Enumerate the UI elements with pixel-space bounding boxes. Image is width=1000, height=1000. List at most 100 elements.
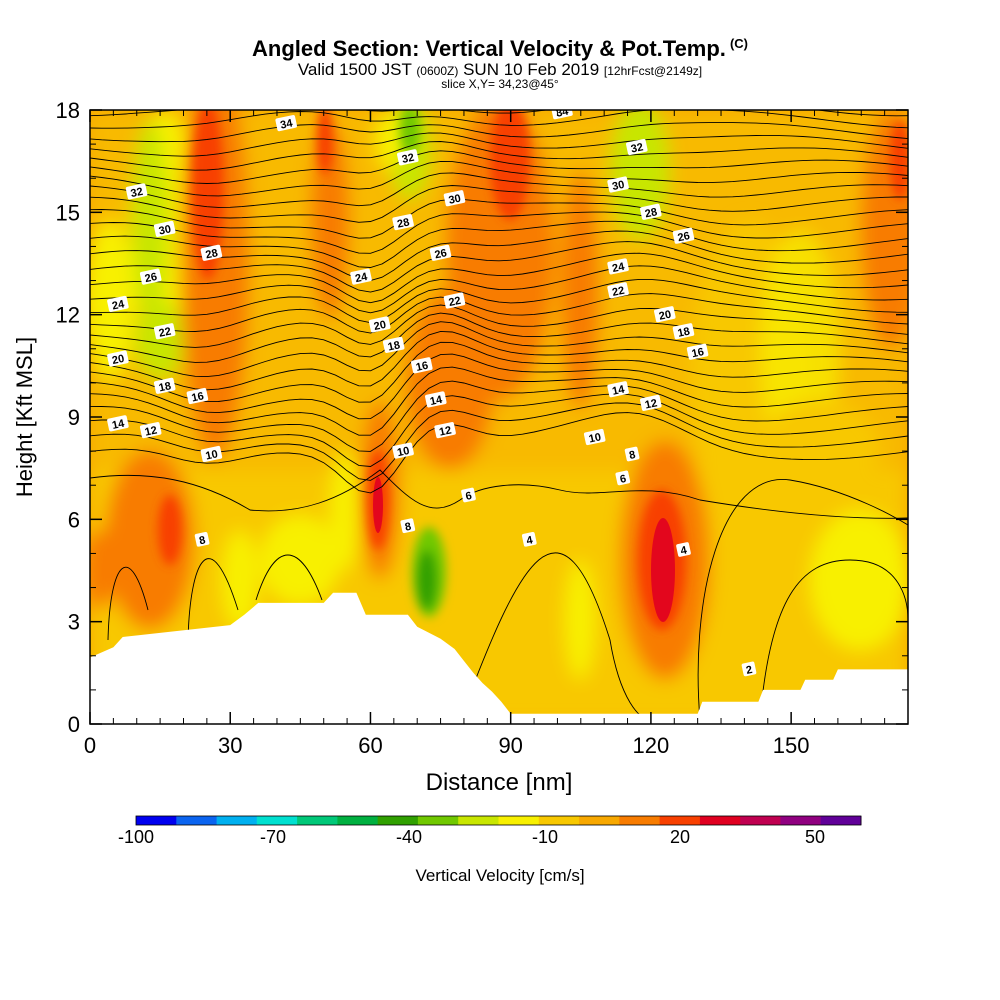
colorbar-swatch	[659, 816, 701, 825]
theta-label: 6	[615, 470, 631, 486]
theta-label: 28	[640, 203, 662, 220]
theta-label: 32	[125, 183, 148, 200]
theta-label-text: 14	[429, 394, 444, 408]
y-tick-label: 12	[56, 303, 80, 328]
theta-label: 20	[654, 306, 676, 323]
theta-label-text: 32	[130, 186, 144, 200]
theta-contour-line	[90, 220, 908, 268]
theta-label-text: 12	[438, 424, 452, 438]
x-tick-label: 60	[358, 733, 382, 758]
theta-contour-line	[90, 402, 908, 481]
colorbar-swatch	[458, 816, 499, 825]
theta-label-text: 24	[354, 271, 369, 285]
theta-label: 30	[607, 176, 629, 193]
theta-label: 4	[676, 542, 691, 557]
x-tick-label: 30	[218, 733, 242, 758]
theta-label: 2	[741, 661, 757, 677]
theta-label-text: 16	[190, 390, 204, 404]
y-tick-label: 0	[68, 712, 80, 737]
theta-label-text: 22	[158, 326, 172, 340]
theta-label: 34	[275, 115, 297, 132]
theta-label-text: 30	[448, 193, 462, 207]
theta-label-text: 8	[404, 521, 412, 534]
colorbar-swatch	[256, 816, 298, 825]
forecast-tag: [12hrFcst@2149z]	[603, 64, 703, 78]
theta-label: 16	[411, 357, 433, 374]
theta-label-text: 10	[396, 445, 410, 459]
theta-label-text: 16	[415, 360, 429, 374]
theta-label: 8	[624, 446, 640, 462]
theta-contour-line	[90, 393, 908, 467]
colorbar-label: Vertical Velocity [cm/s]	[415, 866, 584, 885]
colorbar-tick-label: -10	[532, 827, 558, 847]
theta-contour-line	[90, 321, 908, 378]
theta-contour-line	[187, 558, 239, 641]
theta-contour-line	[90, 211, 908, 254]
theta-contour-line	[90, 172, 908, 208]
theta-label: 34	[551, 110, 573, 120]
theta-contour-line	[90, 353, 908, 420]
colorbar-swatch	[417, 816, 459, 825]
theta-label: 8	[400, 518, 416, 534]
theta-label: 10	[583, 428, 606, 446]
colorbar-swatch	[820, 816, 862, 825]
theta-label-text: 8	[198, 534, 206, 547]
theta-contour-line	[107, 566, 149, 641]
theta-label-text: 14	[111, 417, 126, 431]
theta-contour-line	[90, 380, 908, 452]
colorbar-swatch	[216, 816, 258, 825]
valid-zulu: (0600Z)	[416, 64, 459, 78]
theta-label-text: 24	[611, 261, 626, 275]
theta-label-text: 10	[204, 448, 218, 462]
theta-label-text: 32	[401, 152, 415, 166]
theta-label-text: 28	[644, 206, 658, 220]
theta-label: 28	[392, 214, 414, 231]
theta-label: 22	[607, 282, 629, 299]
colorbar-tick-label: -70	[260, 827, 286, 847]
x-tick-label: 90	[498, 733, 522, 758]
theta-label-text: 20	[658, 309, 672, 323]
theta-label-text: 24	[111, 298, 126, 312]
theta-label-text: 26	[434, 247, 448, 261]
theta-label: 4	[521, 531, 537, 547]
theta-contour-line	[90, 278, 908, 324]
theta-label: 6	[461, 487, 476, 503]
theta-label-text: 14	[611, 383, 626, 397]
colorbar-tick-label: -40	[396, 827, 422, 847]
theta-label: 32	[626, 138, 648, 156]
theta-contour-line	[90, 150, 908, 184]
theta-label: 30	[153, 220, 176, 238]
colorbar-tick-label: -100	[118, 827, 154, 847]
theta-label: 28	[200, 244, 223, 261]
y-tick-label: 6	[68, 507, 80, 532]
colorbar-swatch	[498, 816, 540, 825]
theta-contour-line	[90, 198, 908, 239]
theta-label: 24	[107, 295, 129, 313]
theta-label: 8	[194, 531, 210, 547]
theta-contour-line	[90, 230, 908, 281]
theta-label-text: 28	[204, 247, 218, 261]
theta-label: 26	[672, 227, 695, 244]
colorbar-swatch	[297, 816, 338, 825]
theta-label: 22	[153, 323, 176, 340]
theta-label: 14	[425, 391, 447, 408]
theta-contour-line	[90, 312, 908, 363]
theta-label: 30	[443, 190, 466, 207]
theta-label: 10	[200, 445, 223, 463]
contour-label-layer: 3434323232303030282828262626242424222222…	[107, 110, 757, 677]
chart-slice-info: slice X,Y= 34,23@45°	[441, 77, 559, 91]
theta-label-text: 20	[373, 319, 387, 333]
theta-label-text: 18	[387, 339, 401, 353]
theta-label: 32	[397, 149, 419, 166]
y-tick-label: 3	[68, 610, 80, 635]
y-axis-label: Height [Kft MSL]	[12, 337, 37, 497]
theta-contour-line	[90, 341, 908, 403]
theta-label: 26	[429, 244, 452, 261]
colorbar-swatch	[136, 816, 177, 825]
theta-label-text: 18	[677, 326, 691, 340]
colorbar-swatch	[619, 816, 661, 825]
theta-label-text: 22	[611, 285, 625, 299]
theta-label: 24	[607, 258, 629, 275]
y-tick-label: 15	[56, 200, 80, 225]
theta-label: 14	[107, 415, 129, 432]
